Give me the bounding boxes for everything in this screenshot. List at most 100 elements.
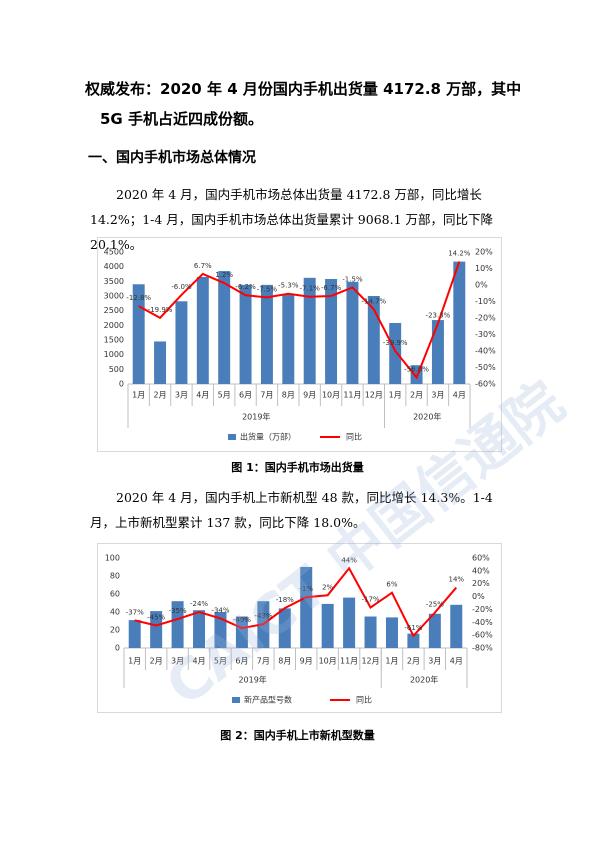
chart: 0 20 40 60 80 100 -80% -60% -40% -20% 0% 20% 40% 60% 1…: [97, 543, 502, 713]
bar: [193, 610, 206, 648]
chart: 0 500 1000 1500 2000 2500 3000 3500 4000 4500 -60%…: [97, 237, 502, 452]
data-label: -34%: [211, 606, 229, 614]
bar: [132, 284, 145, 384]
x-tick-label: 11月: [340, 657, 358, 666]
group-label: 2020年: [413, 412, 441, 422]
x-tick-label: 5月: [218, 391, 231, 400]
y2-tick-label: -30%: [475, 330, 496, 339]
y2-tick-label: -20%: [472, 605, 493, 614]
x-tick-label: 2月: [410, 391, 423, 400]
data-label: -19.9%: [148, 306, 173, 314]
bar: [239, 284, 252, 384]
bar: [196, 276, 209, 384]
y2-tick-label: -40%: [475, 347, 496, 356]
y2-tick-label: 20%: [475, 248, 493, 257]
legend-label: 同比: [346, 432, 362, 442]
data-label: -56.0%: [404, 365, 429, 373]
bar: [260, 284, 273, 384]
data-label: -6.0%: [171, 283, 192, 291]
y-tick-label: 20: [110, 626, 120, 635]
x-tick-label: 4月: [453, 391, 466, 400]
bar: [150, 611, 163, 648]
y2-tick-label: -60%: [472, 631, 493, 640]
data-label: -18%: [276, 596, 294, 604]
x-tick-label: 1月: [132, 391, 145, 400]
data-label: 44%: [341, 556, 357, 564]
bar: [278, 608, 291, 648]
x-tick-label: 2月: [150, 657, 163, 666]
y2-tick-label: 20%: [472, 579, 490, 588]
bar: [128, 620, 141, 648]
y-tick-label: 3000: [104, 292, 124, 301]
data-label: 2%: [322, 583, 333, 591]
x-tick-label: 4月: [450, 657, 463, 666]
bar: [389, 322, 402, 384]
bar: [171, 601, 184, 648]
chart-frame: [97, 543, 502, 713]
bar: [214, 612, 227, 648]
y-tick-label: 0: [119, 380, 124, 389]
bar: [431, 320, 444, 384]
y-tick-label: 3500: [104, 277, 124, 286]
data-label: 14.2%: [448, 250, 471, 258]
y2-tick-label: -40%: [472, 618, 493, 627]
bar: [303, 277, 316, 384]
y-tick-label: 4500: [104, 248, 124, 257]
x-tick-label: 7月: [257, 657, 270, 666]
x-tick-label: 9月: [300, 657, 313, 666]
bar: [450, 604, 463, 648]
group-label: 2020年: [410, 675, 438, 685]
data-label: -45%: [147, 614, 165, 622]
data-label: -7.1%: [300, 285, 321, 293]
data-label: -1%: [299, 585, 313, 593]
bar: [175, 301, 188, 384]
y-tick-label: 80: [110, 572, 120, 581]
bar: [218, 271, 231, 384]
data-label: -1.5%: [342, 275, 363, 283]
x-tick-label: 5月: [214, 657, 227, 666]
y2-tick-label: 0%: [475, 281, 488, 290]
y-tick-label: 1000: [104, 350, 124, 359]
legend-label: 新产品型号数: [244, 695, 292, 705]
bar: [410, 365, 423, 384]
x-tick-label: 8月: [282, 391, 295, 400]
bar: [300, 567, 313, 648]
group-label: 2019年: [242, 412, 270, 422]
x-tick-label: 1月: [385, 657, 398, 666]
y2-tick-label: -20%: [475, 314, 496, 323]
x-tick-label: 12月: [361, 657, 379, 666]
x-tick-label: 7月: [260, 391, 273, 400]
paragraph: 2020 年 4 月，国内手机上市新机型 48 款，同比增长 14.3%。1-4…: [90, 490, 493, 530]
y2-tick-label: -80%: [472, 644, 493, 653]
x-tick-label: 2月: [407, 657, 420, 666]
data-label: 6.7%: [194, 262, 212, 270]
y-tick-label: 40: [110, 608, 120, 617]
bar: [154, 341, 167, 384]
y-tick-label: 2500: [104, 306, 124, 315]
y2-tick-label: -60%: [475, 380, 496, 389]
data-label: -35%: [169, 607, 187, 615]
bar: [346, 281, 359, 384]
x-tick-label: 3月: [171, 657, 184, 666]
x-tick-label: 6月: [239, 391, 252, 400]
y-tick-label: 2000: [104, 321, 124, 330]
legend-swatch: [232, 697, 240, 703]
data-label: -25%: [426, 601, 444, 609]
bar: [325, 278, 338, 384]
bar: [428, 613, 441, 648]
data-label: -12.8%: [126, 294, 151, 302]
bar: [367, 296, 380, 384]
paragraph: 2020 年 4 月，国内手机市场总体出货量 4172.8 万部，同比增长 14…: [90, 187, 493, 252]
x-tick-label: 1月: [128, 657, 141, 666]
data-label: -37%: [126, 608, 144, 616]
x-tick-label: 9月: [303, 391, 316, 400]
bar: [282, 294, 295, 384]
data-label: -14.7%: [361, 297, 386, 305]
y2-tick-label: -10%: [475, 297, 496, 306]
x-tick-label: 8月: [278, 657, 291, 666]
bar: [343, 597, 356, 648]
bar: [321, 603, 334, 648]
legend-label: 同比: [356, 695, 372, 705]
data-label: -49%: [233, 616, 251, 624]
